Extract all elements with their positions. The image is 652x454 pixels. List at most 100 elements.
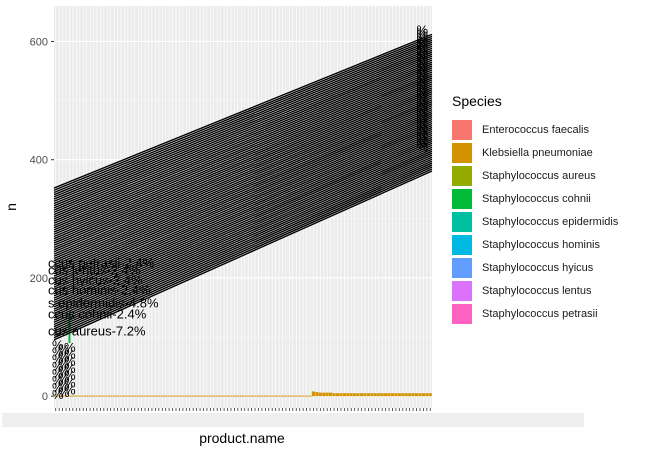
bar	[384, 393, 388, 397]
bar	[98, 395, 102, 397]
overplotted-label-line	[53, 112, 433, 277]
overplotted-label-mark: %	[416, 28, 428, 43]
bar	[260, 395, 264, 397]
overplotted-label-mark: %	[416, 73, 428, 88]
bar	[401, 393, 405, 397]
overplotted-label-line	[53, 128, 433, 295]
bar	[356, 393, 360, 397]
data-label: s epidermidis-4.8%	[48, 296, 159, 311]
bar	[229, 395, 233, 397]
overplotted-label-mark: %	[416, 67, 428, 82]
data-label: ccus cohnii-2.4%	[48, 307, 147, 322]
bar	[380, 393, 384, 397]
overplotted-label-mark: %	[416, 103, 428, 118]
bar	[119, 395, 123, 397]
bar	[143, 395, 147, 397]
overplotted-label-line	[53, 75, 433, 235]
overplotted-label-line	[53, 164, 433, 334]
overplotted-label-line	[53, 154, 433, 323]
bars-layer	[54, 313, 432, 397]
bar	[270, 395, 274, 397]
overplotted-label-line	[53, 103, 433, 266]
legend-item: Klebsiella pneumoniae	[452, 141, 648, 164]
bar	[390, 393, 395, 397]
overplotted-label-mark: %	[416, 130, 428, 145]
overplotted-label-line	[53, 49, 433, 207]
overplotted-label-mark: %	[416, 52, 428, 67]
legend-item: Enterococcus faecalis	[452, 118, 648, 141]
overplotted-label-line	[53, 37, 433, 194]
bar	[428, 393, 432, 397]
bar	[160, 395, 164, 397]
bar	[171, 395, 175, 397]
legend-item: Staphylococcus hyicus	[452, 256, 648, 279]
overplotted-label-mark: %	[416, 34, 428, 49]
bar	[404, 393, 408, 397]
legend-items: Enterococcus faecalis Klebsiella pneumoni…	[452, 118, 648, 325]
bar	[57, 395, 61, 397]
bar	[315, 392, 319, 397]
overplotted-label-line	[53, 152, 433, 321]
overplotted-label-line	[53, 110, 433, 275]
overplotted-label-line	[53, 124, 433, 290]
legend-label: Staphylococcus hyicus	[482, 261, 594, 274]
overplotted-label-line	[53, 59, 433, 218]
bar	[188, 395, 192, 397]
overplotted-label-line	[53, 57, 433, 216]
bar	[181, 395, 185, 397]
legend-label: Staphylococcus hominis	[482, 238, 601, 251]
overplotted-label-line	[53, 53, 433, 211]
overplotted-label-line	[53, 156, 433, 326]
bar	[397, 393, 401, 397]
bar	[243, 395, 247, 397]
bar	[363, 393, 367, 397]
overplotted-label-mark: %	[52, 387, 64, 402]
overplotted-label-line	[53, 97, 433, 260]
overplotted-label-line	[53, 51, 433, 209]
overplotted-label-mark: %	[58, 342, 70, 357]
overplotted-label-line	[53, 134, 433, 301]
overplotted-label-mark: %	[416, 121, 428, 136]
overplotted-label-line	[53, 168, 433, 339]
legend-label: Klebsiella pneumoniae	[482, 146, 593, 159]
overplotted-label-line	[53, 144, 433, 312]
bar	[394, 393, 398, 397]
overplotted-label-mark: %	[416, 61, 428, 76]
overplotted-label-line	[53, 132, 433, 299]
legend-swatch	[452, 303, 472, 324]
overplotted-label-mark: %	[416, 37, 428, 52]
overplotted-label-line	[53, 47, 433, 205]
overplotted-label-line	[53, 91, 433, 253]
bar	[225, 395, 230, 397]
overplotted-label-line	[53, 85, 433, 246]
overplotted-label-mark: %	[58, 378, 70, 393]
legend-swatch	[452, 257, 472, 278]
overplotted-label-line	[53, 55, 433, 213]
overplotted-label-lines: %%%%%%%%%%%%%%%%%%%%%%%%%%%%%%%%%%%%%%%%…	[52, 22, 433, 402]
bar	[153, 395, 157, 397]
overplotted-label-line	[53, 130, 433, 297]
bar	[421, 393, 425, 397]
overplotted-label-mark: %	[52, 345, 64, 360]
overplotted-label-mark: %	[416, 70, 428, 85]
bar	[222, 395, 226, 397]
overplotted-label-mark: %	[416, 55, 428, 70]
overplotted-label-line	[53, 142, 433, 310]
overplotted-label-mark: %	[416, 22, 428, 37]
overplotted-label-line	[53, 43, 433, 200]
bar	[236, 395, 240, 397]
bar	[146, 395, 151, 397]
overplotted-label-mark: %	[64, 382, 76, 397]
data-label: cus aureus-7.2%	[48, 323, 146, 338]
overplotted-label-mark: %	[416, 82, 428, 97]
y-tick-label: 400	[30, 155, 48, 167]
legend-label: Enterococcus faecalis	[482, 123, 589, 136]
bar	[250, 395, 254, 397]
bar	[280, 395, 285, 397]
overplotted-label-line	[53, 95, 433, 257]
legend-swatch	[452, 142, 472, 163]
overplotted-labels: ccus petrasii-2.4%cus lentus-2.4%cus hyi…	[48, 255, 159, 338]
overplotted-label-mark: %	[416, 40, 428, 55]
legend-item: Staphylococcus cohnii	[452, 187, 648, 210]
legend-item: Staphylococcus lentus	[452, 279, 648, 302]
